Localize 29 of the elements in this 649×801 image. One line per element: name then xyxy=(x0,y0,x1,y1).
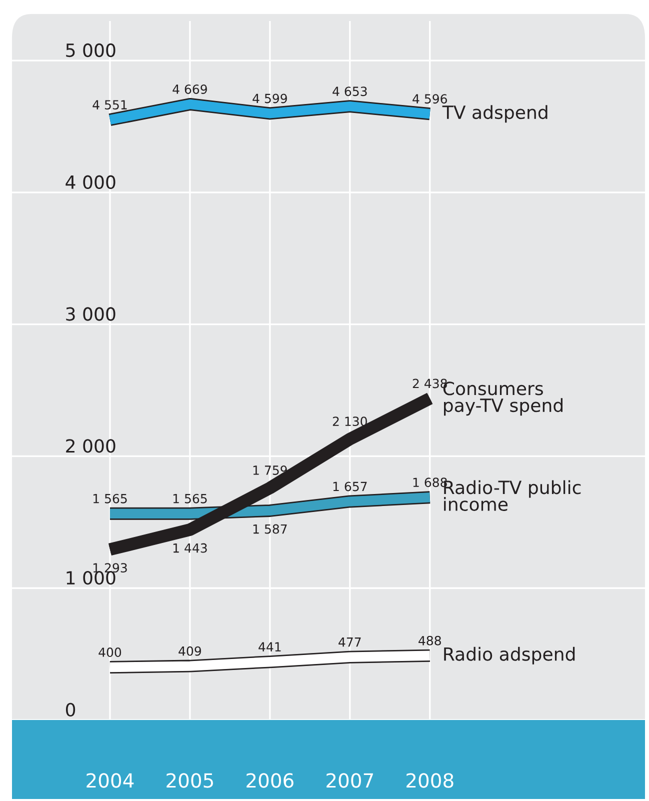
data-label: 4 669 xyxy=(172,84,207,94)
y-tick-label: 4 000 xyxy=(66,175,116,189)
y-tick-label: 0 xyxy=(66,702,76,716)
data-label: 4 599 xyxy=(252,94,287,104)
data-label: 4 596 xyxy=(412,94,447,104)
x-tick-label: 2005 xyxy=(166,773,213,788)
data-label: 1 657 xyxy=(333,482,367,492)
x-tick-label: 2006 xyxy=(246,773,294,788)
data-label: 2 130 xyxy=(332,416,367,426)
data-label: 1 565 xyxy=(93,494,127,504)
data-label: 1 587 xyxy=(253,524,287,534)
data-label: 441 xyxy=(258,642,281,652)
data-label: 4 551 xyxy=(92,100,127,110)
data-label: 400 xyxy=(98,648,122,657)
x-tick-label: 2007 xyxy=(326,773,373,788)
x-tick-label: 2008 xyxy=(406,773,454,788)
series-label: Radio adspend xyxy=(444,646,575,664)
data-label: 4 653 xyxy=(332,86,367,96)
data-label: 1 565 xyxy=(173,494,207,504)
y-tick-label: 2 000 xyxy=(66,439,116,453)
y-tick-label: 5 000 xyxy=(66,43,116,58)
series-label: TV adspend xyxy=(442,105,548,123)
data-label: 477 xyxy=(338,638,361,647)
data-label: 1 443 xyxy=(173,543,207,553)
data-label: 409 xyxy=(178,646,201,656)
y-tick-label: 1 000 xyxy=(66,570,116,585)
data-label: 488 xyxy=(418,636,441,646)
x-tick-label: 2004 xyxy=(86,773,134,788)
y-tick-label: 3 000 xyxy=(66,307,116,321)
